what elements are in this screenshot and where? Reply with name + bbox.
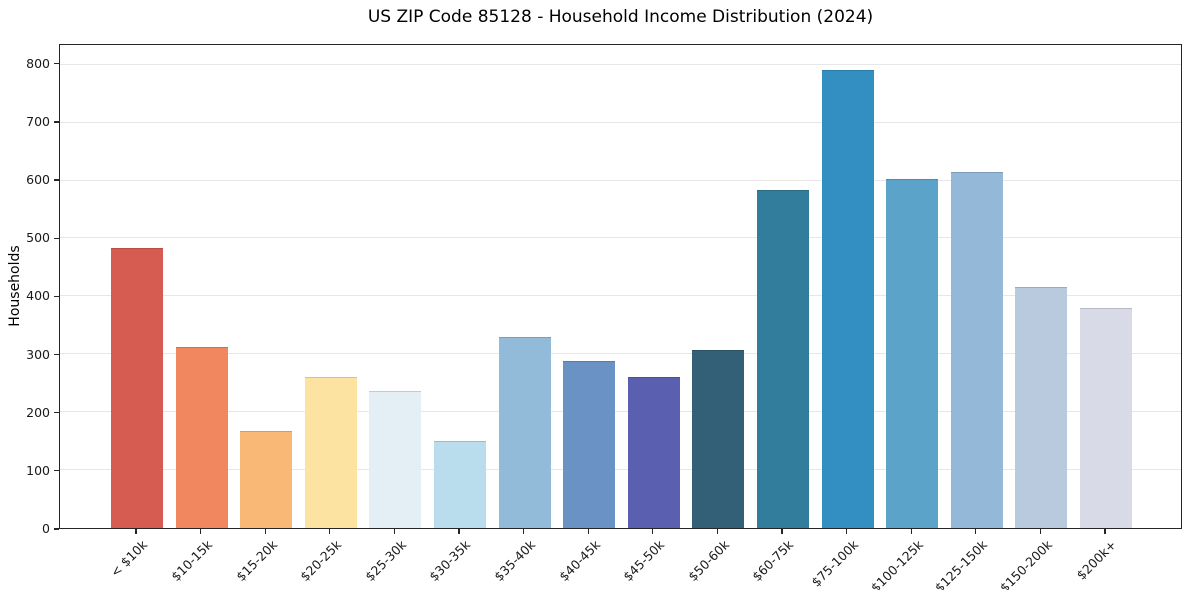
y-tick-mark — [54, 295, 59, 297]
x-tick-mark — [910, 529, 912, 534]
x-tick-mark — [458, 529, 460, 534]
bar-$150-200k — [1015, 287, 1068, 528]
gridline — [60, 237, 1181, 239]
x-tick-label: $75-100k — [808, 537, 862, 590]
bar-$50-60k — [692, 350, 745, 528]
bar-$60-75k — [757, 190, 809, 528]
gridline — [60, 469, 1181, 471]
y-tick-mark — [54, 121, 59, 123]
x-tick-label: $20-25k — [297, 537, 345, 585]
bar-$35-40k — [498, 336, 551, 528]
x-tick-mark — [393, 529, 395, 534]
x-tick-mark — [329, 529, 331, 534]
x-tick-mark — [716, 529, 718, 534]
x-tick-label: $15-20k — [232, 537, 280, 585]
x-tick-label: $45-50k — [620, 537, 668, 585]
y-tick-mark — [54, 470, 59, 472]
y-tick-label: 400 — [26, 288, 50, 304]
x-tick-mark — [1104, 529, 1106, 534]
x-tick-label: $10-15k — [168, 537, 216, 585]
bar-< $10k — [111, 248, 163, 528]
y-tick-mark — [54, 353, 59, 356]
x-tick-mark — [975, 529, 977, 534]
gridline — [60, 63, 1181, 65]
x-tick-mark — [652, 529, 654, 534]
y-tick-mark — [54, 412, 59, 414]
bar-$30-35k — [434, 440, 486, 528]
gridline — [60, 179, 1181, 181]
x-tick-label: $50-60k — [684, 537, 733, 585]
x-tick-label: $35-40k — [491, 537, 539, 585]
bar-$40-45k — [563, 360, 616, 528]
gridline — [60, 411, 1181, 413]
bar-$20-25k — [304, 377, 357, 528]
y-tick-mark — [54, 528, 59, 530]
x-tick-label: $100-125k — [867, 537, 926, 590]
bar-$15-20k — [240, 430, 293, 528]
y-tick-label: 600 — [26, 172, 50, 188]
x-tick-label: $25-30k — [361, 537, 410, 585]
bar-$200k+ — [1080, 307, 1132, 528]
x-tick-mark — [523, 529, 525, 534]
x-tick-mark — [1039, 529, 1041, 534]
y-tick-mark — [54, 179, 59, 181]
y-tick-label: 100 — [26, 462, 50, 478]
y-tick-mark — [54, 237, 59, 239]
y-tick-label: 200 — [26, 404, 50, 420]
x-tick-label: $150-200k — [996, 537, 1056, 590]
y-axis-label: Households — [7, 245, 23, 327]
bar-$10-15k — [175, 347, 228, 528]
y-tick-label: 0 — [42, 521, 50, 536]
bar-$75-100k — [821, 70, 874, 528]
bar-$125-150k — [950, 171, 1003, 528]
bar-$25-30k — [369, 391, 422, 528]
x-tick-mark — [846, 529, 848, 534]
bar-$100-125k — [886, 179, 939, 528]
y-tick-label: 700 — [26, 113, 50, 129]
x-tick-label: < $10k — [107, 537, 151, 580]
gridline — [60, 353, 1181, 355]
y-tick-mark — [54, 63, 59, 65]
x-tick-label: $200k+ — [1073, 537, 1120, 583]
plot-area — [59, 44, 1182, 529]
x-tick-mark — [200, 529, 202, 534]
y-tick-label: 300 — [26, 346, 50, 362]
x-tick-mark — [135, 529, 137, 534]
x-tick-label: $30-35k — [426, 537, 474, 585]
y-tick-label: 500 — [26, 230, 50, 246]
x-tick-mark — [781, 529, 783, 534]
bar-$45-50k — [627, 376, 680, 528]
x-tick-mark — [264, 529, 266, 534]
gridline — [60, 295, 1181, 297]
x-tick-label: $125-150k — [932, 537, 991, 590]
chart-title: US ZIP Code 85128 - Household Income Dis… — [367, 7, 874, 27]
y-tick-label: 800 — [26, 55, 50, 71]
x-tick-label: $60-75k — [749, 537, 797, 585]
x-tick-mark — [587, 529, 589, 534]
x-tick-label: $40-45k — [555, 537, 603, 585]
gridline — [60, 121, 1181, 123]
